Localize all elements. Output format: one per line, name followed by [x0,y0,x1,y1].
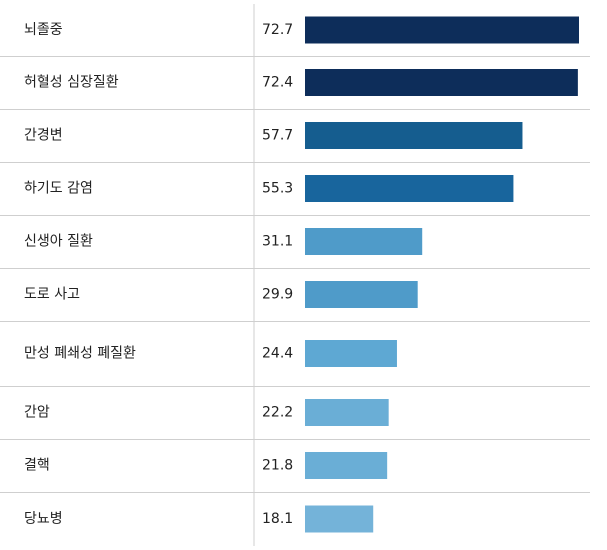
category-label: 뇌졸중 [24,22,63,38]
bar [305,505,374,533]
chart-row: 도로 사고 29.9 [0,281,590,322]
category-label: 당뇨병 [24,511,63,527]
category-label: 허혈성 심장질환 [24,75,119,91]
bar [305,16,579,44]
bar [305,122,523,149]
category-label: 만성 폐쇄성 폐질환 [24,346,136,362]
value-label: 55.3 [262,181,293,197]
chart-row: 간경변 57.7 [0,122,590,163]
chart-row: 뇌졸중 72.7 [0,16,590,57]
value-label: 29.9 [262,287,293,303]
chart-row: 간암 22.2 [0,399,590,440]
chart-rows: 뇌졸중 72.7 허혈성 심장질환 72.4 간경변 57.7 하기도 감염 55.3 신생아 … [0,16,590,533]
category-label: 도로 사고 [24,287,80,303]
category-label: 신생아 질환 [24,234,93,250]
chart-row: 당뇨병 18.1 [24,505,374,533]
value-label: 18.1 [262,511,293,527]
chart-row: 결핵 21.8 [0,452,590,493]
bar [305,399,389,426]
value-label: 22.2 [262,405,293,421]
chart-row: 하기도 감염 55.3 [0,175,590,216]
value-label: 72.7 [262,22,293,38]
value-label: 72.4 [262,75,293,91]
category-label: 하기도 감염 [24,181,93,197]
value-label: 24.4 [262,346,293,362]
bar [305,175,514,202]
chart-row: 허혈성 심장질환 72.4 [0,69,590,110]
bar [305,340,397,367]
category-label: 간경변 [24,128,63,144]
value-label: 57.7 [262,128,293,144]
bar [305,281,418,308]
category-label: 간암 [24,405,50,421]
bar [305,452,388,479]
bar [305,228,423,255]
category-label: 결핵 [24,458,50,474]
value-label: 31.1 [262,234,293,250]
value-label: 21.8 [262,458,293,474]
chart-row: 만성 폐쇄성 폐질환 24.4 [0,340,590,387]
chart-row: 신생아 질환 31.1 [0,228,590,269]
bar [305,69,578,96]
